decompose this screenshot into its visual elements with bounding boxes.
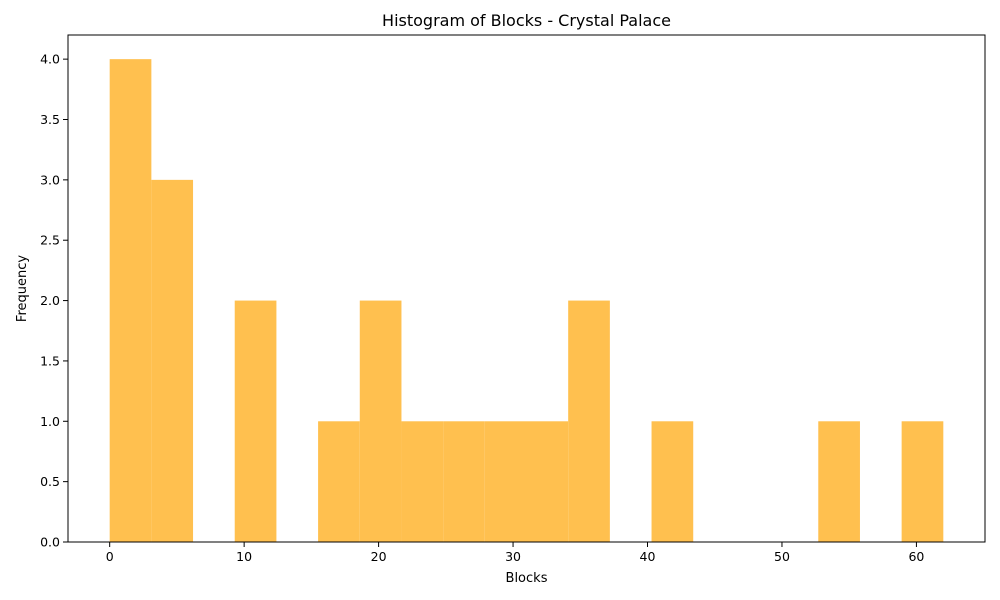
y-tick-label: 2.0 (40, 293, 60, 308)
bars-group (109, 59, 944, 543)
histogram-bar (318, 421, 360, 542)
histogram-bar (526, 421, 569, 542)
x-tick-label: 30 (505, 549, 521, 564)
y-axis-label: Frequency (15, 255, 30, 322)
histogram-bar (359, 300, 402, 542)
y-tick-label: 3.5 (40, 112, 60, 127)
histogram-bar (234, 300, 277, 542)
histogram-bar (401, 421, 444, 542)
x-tick-label: 20 (371, 549, 387, 564)
y-axis-ticks: 0.0 0.5 1.0 1.5 2.0 2.5 3.0 3.5 4.0 (40, 52, 68, 550)
x-tick-label: 10 (236, 549, 252, 564)
histogram-bar (109, 59, 152, 543)
x-axis-label: Blocks (506, 571, 548, 586)
x-axis-ticks: 0 10 20 30 40 50 60 (106, 542, 924, 564)
x-tick-label: 60 (908, 549, 924, 564)
y-tick-label: 1.0 (40, 414, 60, 429)
histogram-bar (568, 300, 610, 542)
chart-title: Histogram of Blocks - Crystal Palace (382, 11, 671, 30)
histogram-bar (651, 421, 694, 542)
y-tick-label: 4.0 (40, 52, 60, 67)
histogram-bar (443, 421, 485, 542)
x-tick-label: 0 (106, 549, 114, 564)
histogram-bar (818, 421, 860, 542)
y-tick-label: 1.5 (40, 353, 60, 368)
x-tick-label: 50 (774, 549, 790, 564)
histogram-bar (151, 179, 194, 542)
y-tick-label: 0.5 (40, 474, 60, 489)
y-tick-label: 2.5 (40, 233, 60, 248)
x-tick-label: 40 (640, 549, 656, 564)
y-tick-label: 3.0 (40, 172, 60, 187)
histogram-bar (901, 421, 944, 542)
y-tick-label: 0.0 (40, 535, 60, 550)
histogram-bar (484, 421, 527, 542)
plot-frame (67, 34, 986, 543)
